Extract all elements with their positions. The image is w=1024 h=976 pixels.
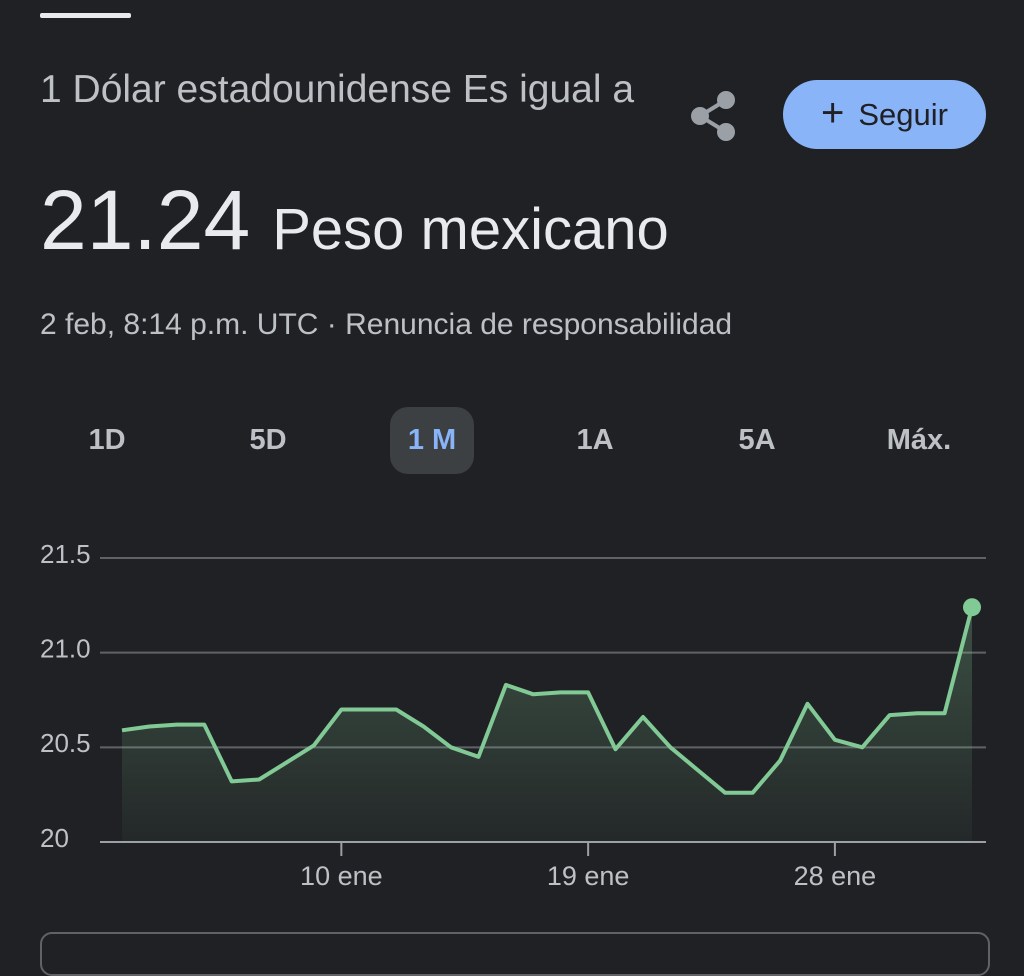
y-tick-label: 20 [40, 823, 69, 853]
converter-box [40, 932, 990, 976]
timestamp: 2 feb, 8:14 p.m. UTC [40, 308, 319, 341]
range-tab[interactable]: Máx. [886, 424, 952, 456]
range-tabs: 1D 5D 1 M 1A 5A Máx. [0, 407, 1024, 474]
y-tick-label: 21.0 [40, 634, 91, 664]
page: {"header": {"title": "1 Dólar estadounid… [0, 13, 1024, 976]
price-line [121, 606, 974, 795]
value-row: 21.24 Peso mexicano [40, 172, 669, 269]
meta: 2 feb, 8:14 p.m. UTC · Renuncia de respo… [40, 308, 732, 342]
area [122, 607, 972, 842]
rate-unit: Peso mexicano [272, 197, 669, 262]
range-tab[interactable]: 5A [738, 424, 776, 456]
x-tick-label: 19 ene [547, 861, 630, 891]
range-tab[interactable]: 1 M [390, 407, 474, 474]
plus-icon: + [821, 90, 845, 135]
x-tick-label: 10 ene [300, 861, 383, 891]
last-point [963, 598, 981, 617]
disclaimer-link[interactable]: Renuncia de responsabilidad [345, 308, 733, 341]
separator: · [326, 308, 337, 341]
follow-label: Seguir [858, 96, 948, 132]
rate-value: 21.24 [40, 173, 251, 267]
y-tick-label: 21.5 [40, 539, 91, 569]
y-tick-label: 20.5 [40, 728, 91, 758]
follow-button[interactable]: + Seguir [783, 80, 986, 149]
conversion-title: 1 Dólar estadounidense Es igual a [40, 68, 635, 111]
x-tick-label: 28 ene [794, 861, 877, 891]
range-tab[interactable]: 5D [249, 424, 287, 456]
range-tab[interactable]: 1D [88, 424, 126, 456]
tab-indicator [40, 13, 131, 18]
range-tab[interactable]: 1A [576, 424, 614, 456]
share-icon[interactable] [688, 90, 738, 144]
